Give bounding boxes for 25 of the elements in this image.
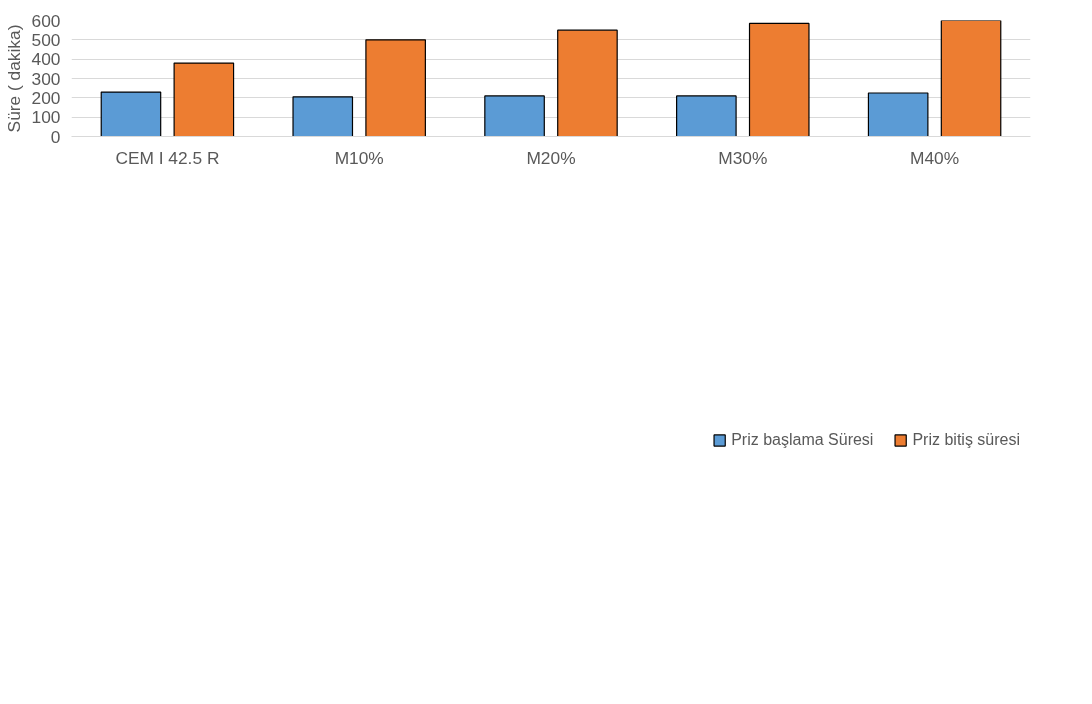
y-tick-label: 500 — [31, 29, 61, 50]
y-tick-label: 300 — [31, 68, 61, 89]
y-tick-label: 600 — [31, 10, 61, 31]
x-tick-label: M20% — [526, 147, 576, 168]
bar — [173, 62, 235, 137]
y-axis-title: Süre ( dakika) — [3, 24, 24, 133]
legend-label: Priz bitiş süresi — [912, 431, 1020, 449]
y-tick-label: 100 — [31, 107, 61, 128]
bar — [748, 22, 810, 137]
bar — [292, 96, 354, 137]
bar — [867, 92, 929, 137]
bar — [557, 29, 618, 137]
y-tick-label: 400 — [31, 49, 61, 70]
legend-label: Priz başlama Süresi — [731, 431, 874, 449]
bar — [676, 95, 737, 137]
y-tick-label: 0 — [50, 126, 61, 147]
bar — [484, 95, 545, 137]
x-tick-label: M10% — [334, 147, 384, 168]
x-tick-label: M30% — [718, 147, 768, 168]
bar — [100, 91, 162, 137]
bar — [365, 39, 426, 137]
x-tick-label: CEM I 42.5 R — [115, 147, 220, 168]
y-tick-label: 200 — [31, 87, 61, 108]
x-tick-label: M40% — [910, 147, 960, 168]
bar — [940, 20, 1002, 137]
